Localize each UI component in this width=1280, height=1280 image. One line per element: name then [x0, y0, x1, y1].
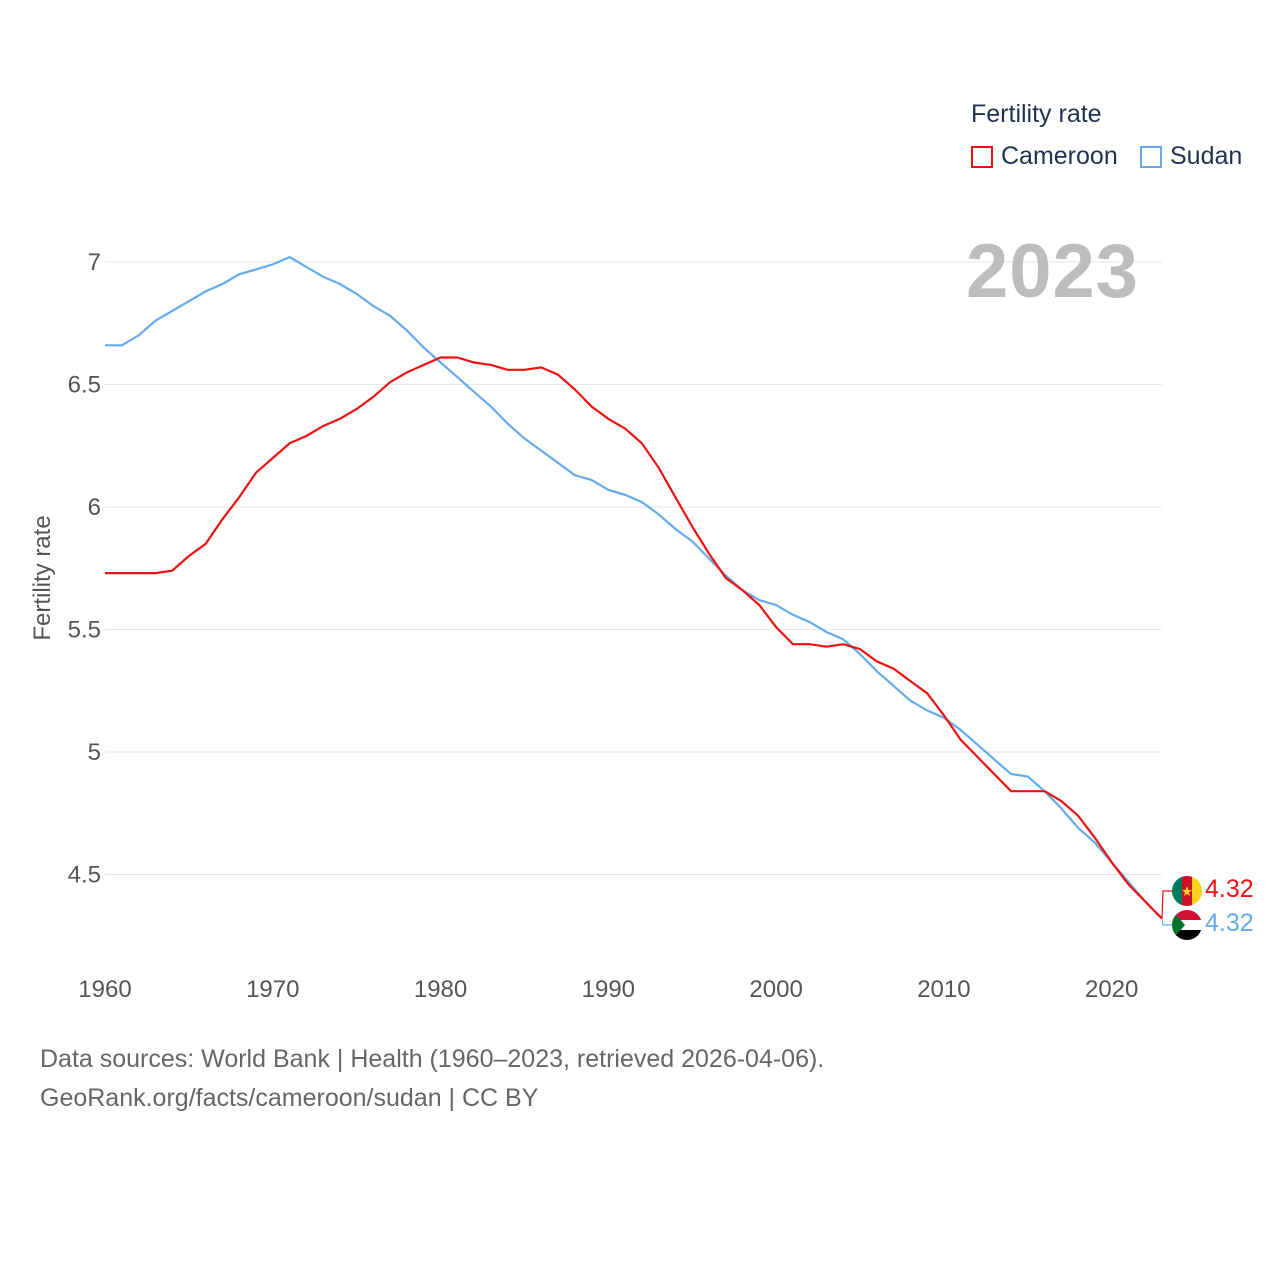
current-year-label: 2023: [966, 229, 1140, 314]
footer-sources: Data sources: World Bank | Health (1960–…: [40, 1045, 825, 1073]
y-tick-label: 6.5: [68, 372, 101, 399]
y-tick-label: 5.5: [68, 617, 101, 644]
connector-sudan: [1161, 918, 1172, 926]
connector-cameroon: [1161, 890, 1172, 919]
end-value-sudan: 4.32: [1205, 909, 1254, 937]
x-tick-label: 1970: [246, 976, 299, 1003]
x-tick-label: 1980: [414, 976, 467, 1003]
x-tick-label: 2010: [917, 976, 970, 1003]
end-markers: [1161, 876, 1202, 940]
flag-cameroon-icon: [1172, 876, 1202, 906]
footer-attribution: GeoRank.org/facts/cameroon/sudan | CC BY: [40, 1084, 539, 1112]
legend-swatch-sudan: [1140, 145, 1162, 168]
x-tick-label: 2000: [749, 976, 802, 1003]
x-tick-label: 1960: [78, 976, 131, 1003]
legend-title: Fertility rate: [971, 100, 1102, 128]
series-line-sudan: [105, 255, 1163, 920]
y-tick-label: 5: [88, 739, 101, 766]
y-tick-labels: 4.5 5 5.5 6 6.5 7: [68, 249, 101, 889]
x-tick-labels: 1960 1970 1980 1990 2000 2010 2020: [78, 976, 1138, 1003]
legend-item-sudan[interactable]: Sudan: [1140, 142, 1242, 171]
series-line-cameroon: [105, 356, 1163, 920]
y-tick-label: 6: [88, 494, 101, 521]
flag-sudan-icon: [1172, 910, 1202, 940]
y-tick-label: 4.5: [68, 862, 101, 889]
y-tick-label: 7: [88, 249, 101, 276]
x-tick-label: 2020: [1085, 976, 1138, 1003]
end-value-cameroon: 4.32: [1205, 875, 1254, 903]
legend-label-cameroon: Cameroon: [1001, 142, 1118, 170]
y-axis-title: Fertility rate: [29, 515, 56, 641]
legend-label-sudan: Sudan: [1170, 142, 1243, 170]
legend-item-cameroon[interactable]: Cameroon: [971, 142, 1118, 171]
legend-swatch-cameroon: [971, 145, 993, 168]
x-tick-label: 1990: [582, 976, 635, 1003]
gridlines: [105, 261, 1162, 875]
